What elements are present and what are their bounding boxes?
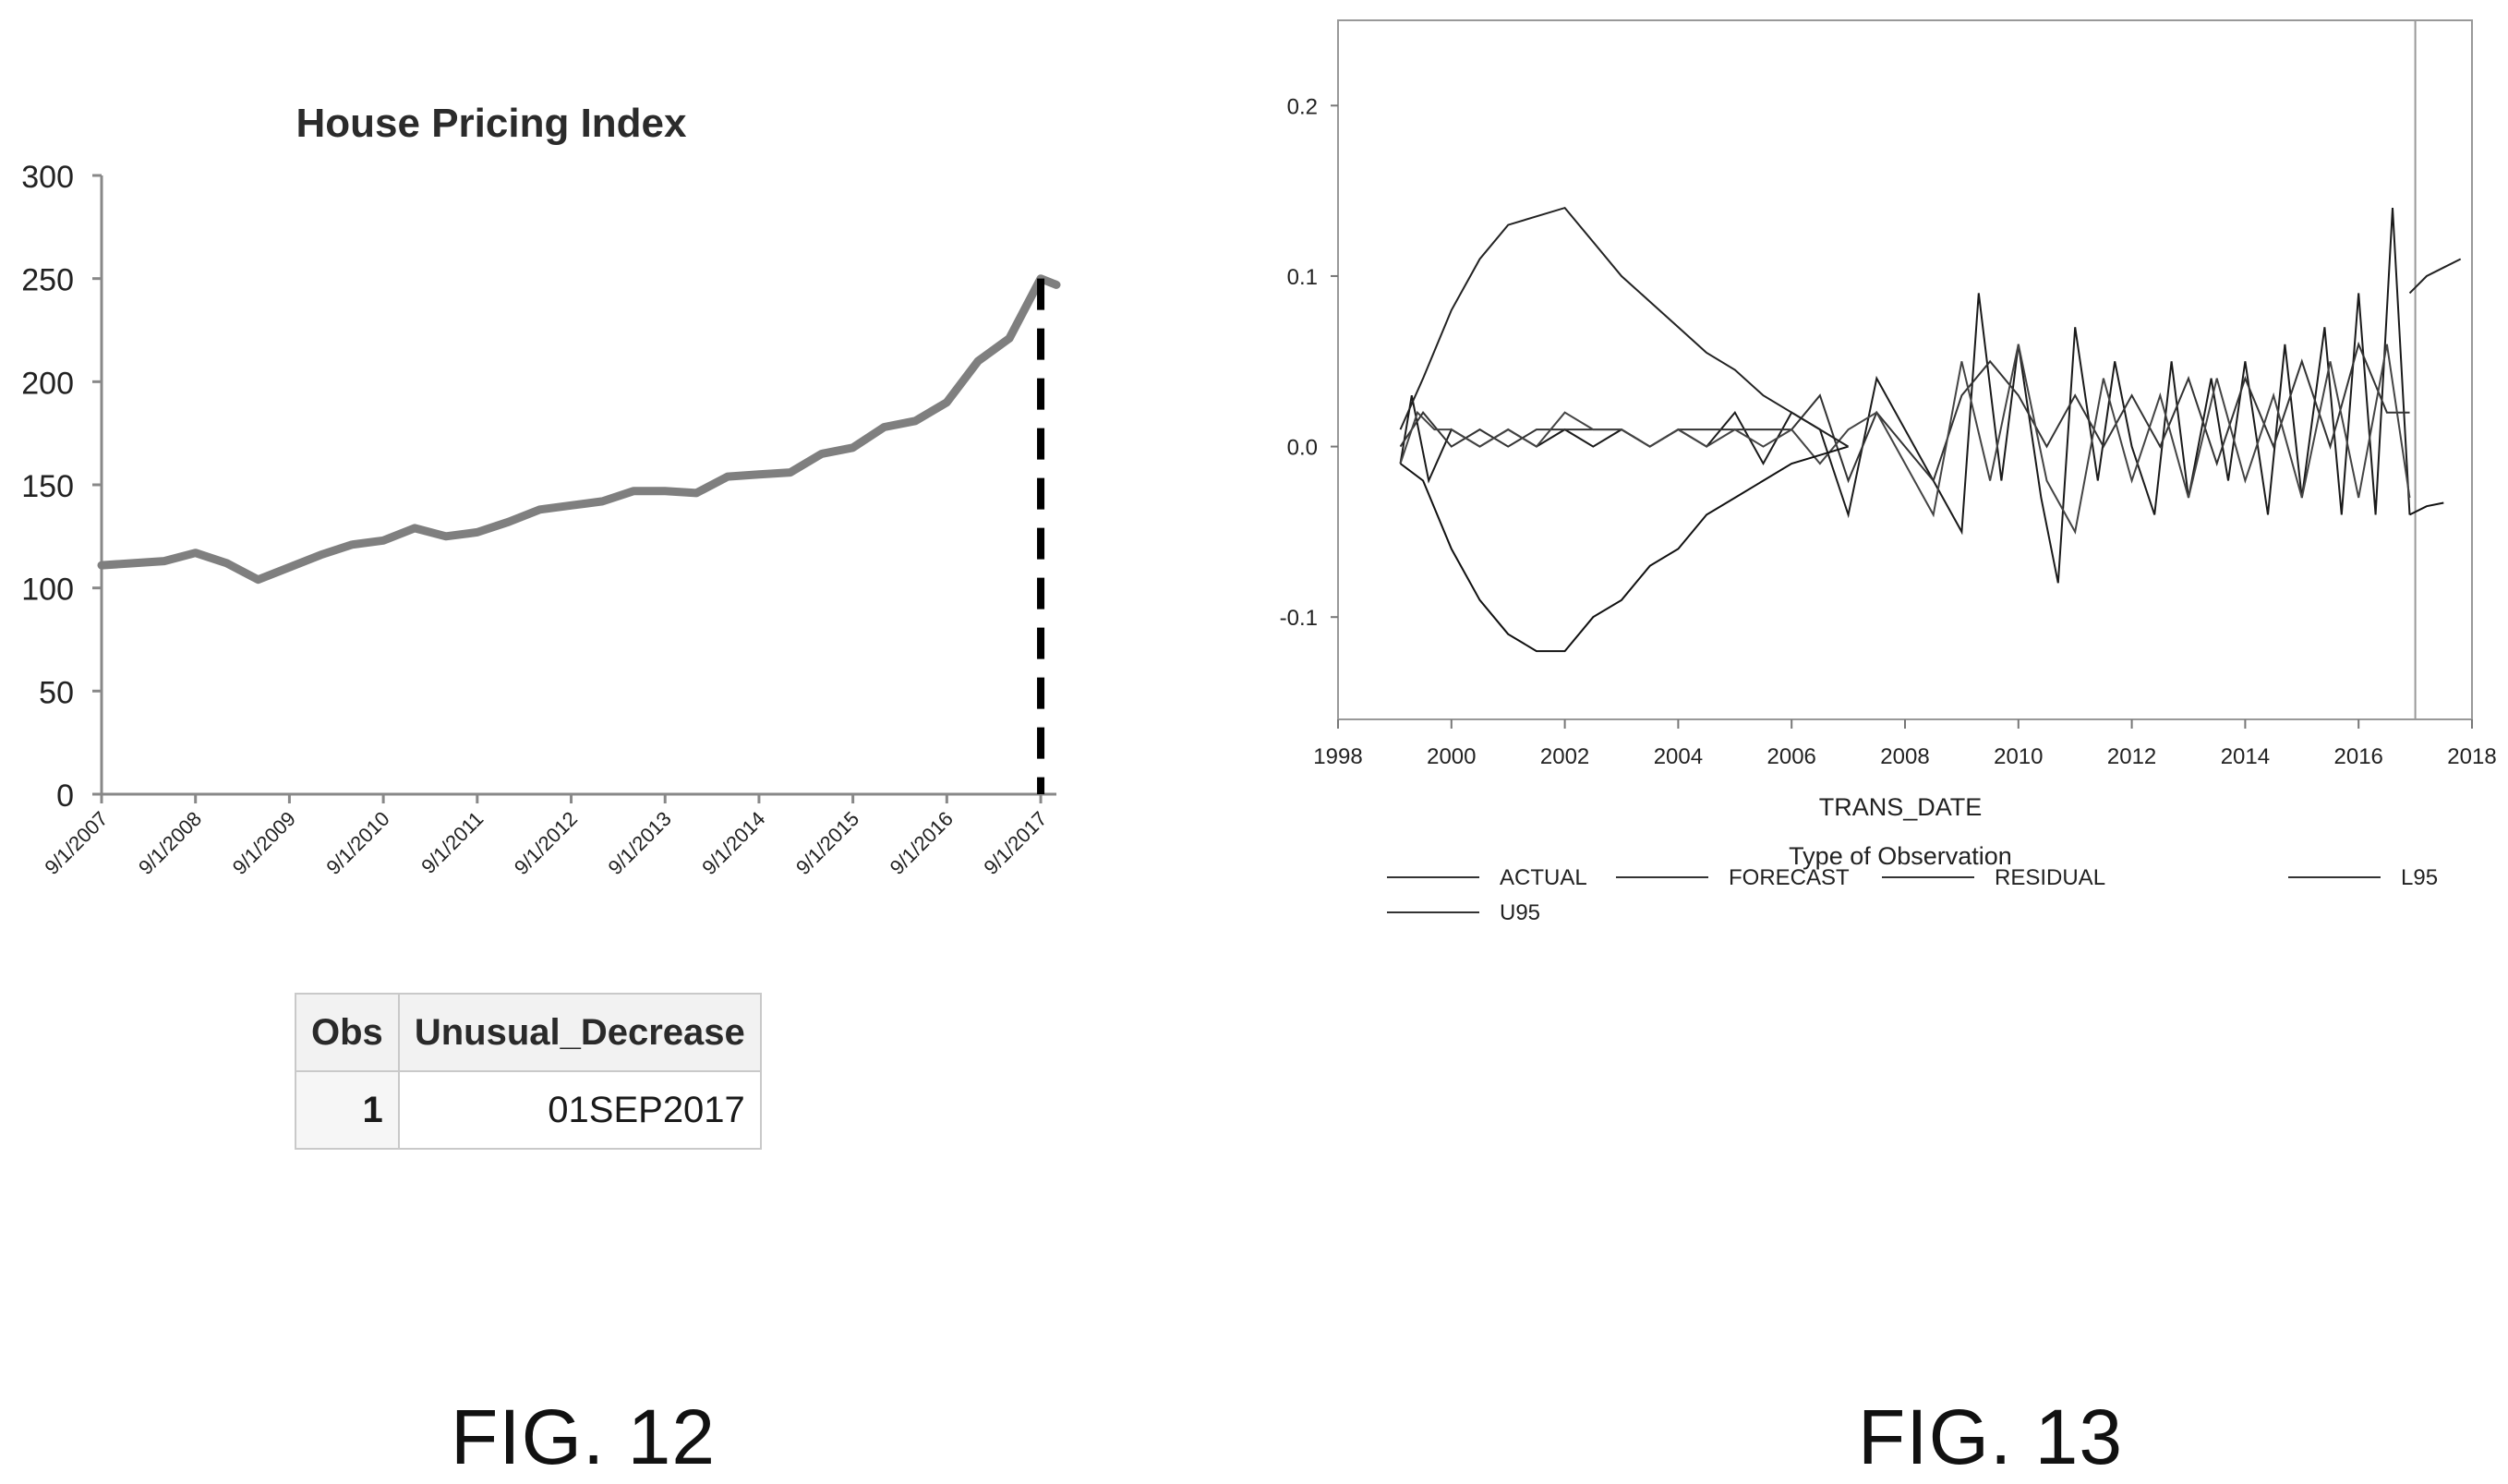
y-tick-label: 100 xyxy=(21,573,74,608)
x-tick-label: 2008 xyxy=(1880,744,1929,769)
y-tick-label: 250 xyxy=(21,263,74,298)
legend-item: U95 xyxy=(1500,900,1540,925)
x-tick-group: 9/1/2007 9/1/2008 9/1/2009 9/1/2010 9/1/2011… xyxy=(40,794,1052,879)
x-tick-label: 2004 xyxy=(1654,744,1703,769)
table-header-unusual-decrease: Unusual_Decrease xyxy=(397,993,762,1072)
y-tick-label: 0.1 xyxy=(1287,265,1318,290)
y-tick-label: 0 xyxy=(56,778,74,814)
figure-caption-13: FIG. 13 xyxy=(1858,1394,2124,1480)
y-tick-label: 0.2 xyxy=(1287,94,1318,119)
series-line-actual xyxy=(1399,208,2411,584)
table-header-row: Obs Unusual_Decrease xyxy=(295,993,762,1072)
x-tick-label: 2014 xyxy=(2221,744,2270,769)
x-tick-label: 9/1/2007 xyxy=(40,807,112,879)
y-tick-label: 0.0 xyxy=(1287,436,1318,461)
series-line-forecast xyxy=(1399,341,2410,484)
x-tick-label: 2012 xyxy=(2107,744,2156,769)
x-tick-group: 1998 2000 2002 2004 2006 2008 2010 2012 2014 2016… xyxy=(1313,719,2497,769)
series-line-l95 xyxy=(1399,445,2444,653)
trans-date-chart: -0.1 0.0 0.1 0.2 1998 2000 2002 2004 2006 2008 20… xyxy=(1280,19,2497,925)
x-tick-label: 2002 xyxy=(1540,744,1589,769)
legend-item: ACTUAL xyxy=(1500,865,1587,890)
x-axis-label: TRANS_DATE xyxy=(1819,793,1983,821)
house-price-line xyxy=(97,274,1061,585)
y-tick-group: -0.1 0.0 0.1 0.2 xyxy=(1280,94,1338,631)
chart-title: House Pricing Index xyxy=(296,101,688,146)
unusual-decrease-table: Obs Unusual_Decrease 1 01SEP2017 xyxy=(295,993,762,1150)
x-tick-label: 2016 xyxy=(2334,744,2383,769)
figure-caption-12: FIG. 12 xyxy=(451,1394,717,1480)
y-tick-label: -0.1 xyxy=(1280,606,1318,631)
plot-frame xyxy=(1337,19,2473,720)
legend-title: Type of Observation xyxy=(1789,842,2012,870)
x-tick-label: 9/1/2010 xyxy=(321,807,393,879)
house-pricing-chart: House Pricing Index 0 50 100 150 200 250 300 9… xyxy=(21,101,1061,879)
x-tick-label: 2018 xyxy=(2447,744,2496,769)
y-tick-label: 300 xyxy=(21,160,74,195)
x-tick-label: 9/1/2009 xyxy=(228,807,300,879)
x-tick-label: 1998 xyxy=(1313,744,1362,769)
x-tick-label: 2006 xyxy=(1767,744,1816,769)
table-row: 1 01SEP2017 xyxy=(295,1070,762,1150)
table-cell-obs: 1 xyxy=(295,1070,400,1150)
table-header-obs: Obs xyxy=(295,993,400,1072)
legend-item: FORECAST xyxy=(1729,865,1850,890)
x-tick-label: 9/1/2013 xyxy=(604,807,676,879)
series-group xyxy=(1399,206,2462,653)
series-line-u95 xyxy=(1399,206,2462,448)
legend-item: RESIDUAL xyxy=(1995,865,2105,890)
y-tick-label: 50 xyxy=(39,675,74,710)
x-tick-label: 9/1/2011 xyxy=(416,807,488,878)
x-tick-label: 9/1/2008 xyxy=(134,807,206,879)
series-line-residual xyxy=(1399,344,2411,535)
x-tick-label: 2010 xyxy=(1994,744,2043,769)
x-tick-label: 9/1/2017 xyxy=(979,807,1051,879)
table-cell-date: 01SEP2017 xyxy=(397,1070,762,1150)
x-tick-label: 9/1/2015 xyxy=(791,807,863,879)
y-tick-label: 150 xyxy=(21,469,74,504)
legend-item: L95 xyxy=(2401,865,2438,890)
y-tick-label: 200 xyxy=(21,366,74,401)
x-tick-label: 2000 xyxy=(1427,744,1476,769)
y-tick-group: 0 50 100 150 200 250 300 xyxy=(21,160,102,814)
x-tick-label: 9/1/2012 xyxy=(510,807,582,879)
x-tick-label: 9/1/2016 xyxy=(886,807,958,879)
legend: Type of Observation ACTUAL FORECAST RESIDU… xyxy=(1387,842,2438,925)
x-tick-label: 9/1/2014 xyxy=(697,807,769,879)
